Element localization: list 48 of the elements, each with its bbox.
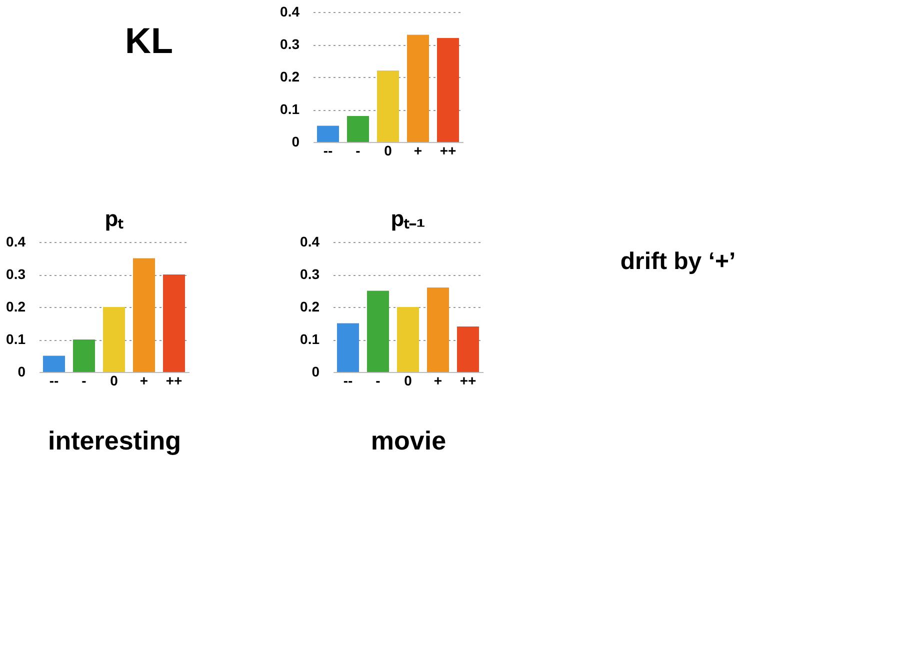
- x-tick-label: 0: [404, 372, 412, 388]
- bar: [337, 323, 359, 372]
- bar: [397, 307, 419, 372]
- bar: [437, 38, 459, 142]
- bar: [43, 356, 65, 372]
- bar: [457, 326, 479, 372]
- x-tick-label: -: [82, 372, 87, 388]
- text: drift by ‘+’: [620, 248, 736, 275]
- x-tick-label: --: [49, 372, 59, 388]
- bar: [163, 274, 185, 372]
- bar: [347, 116, 369, 142]
- y-tick-label: 0.4: [280, 4, 300, 20]
- x-tick-label: 0: [110, 372, 118, 388]
- x-axis-title: movie: [370, 426, 446, 456]
- chart-title: pₜ₋₁: [390, 206, 426, 231]
- x-tick-label: -: [356, 142, 361, 158]
- y-tick-label: 0.1: [6, 331, 26, 347]
- bar: [367, 290, 389, 372]
- y-tick-label: 0.3: [280, 36, 300, 52]
- x-tick-label: --: [323, 142, 333, 158]
- x-tick-label: +: [414, 142, 422, 158]
- y-tick-label: 0.3: [6, 266, 26, 282]
- y-tick-label: 0.2: [300, 298, 320, 314]
- x-tick-label: ++: [440, 142, 456, 158]
- text: KL: [125, 20, 173, 61]
- y-tick-label: 0.4: [300, 234, 320, 250]
- x-tick-label: ++: [460, 372, 476, 388]
- y-tick-label: 0.4: [6, 234, 26, 250]
- y-tick-label: 0.2: [280, 68, 300, 84]
- x-tick-label: -: [376, 372, 381, 388]
- bar: [377, 70, 399, 142]
- bar: [133, 258, 155, 372]
- x-tick-label: 0: [384, 142, 392, 158]
- bar: [317, 126, 339, 142]
- bar: [73, 340, 95, 372]
- y-tick-label: 0.3: [300, 266, 320, 282]
- x-tick-label: +: [434, 372, 442, 388]
- bar: [407, 34, 429, 142]
- x-tick-label: ++: [166, 372, 182, 388]
- y-tick-label: 0.2: [6, 298, 26, 314]
- bar: [103, 307, 125, 372]
- y-tick-label: 0.1: [280, 101, 300, 117]
- x-tick-label: --: [343, 372, 353, 388]
- x-axis-title: interesting: [48, 426, 181, 456]
- x-tick-label: +: [140, 372, 148, 388]
- bar: [427, 288, 449, 372]
- y-tick-label: 0.1: [300, 331, 320, 347]
- chart-title: pₜ: [104, 206, 124, 231]
